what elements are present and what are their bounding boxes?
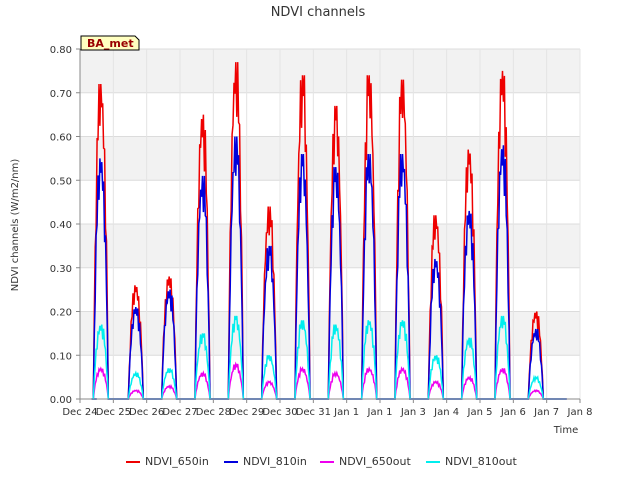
legend-label-NDVI_810out: NDVI_810out [445, 455, 517, 468]
x-tick-label: Jan 8 [567, 407, 593, 418]
annotation-box [80, 35, 140, 51]
y-axis-label: NDVI channels (W/m2/nm) [10, 159, 21, 292]
y-tick-label: 0.80 [50, 45, 72, 56]
y-tick-label: 0.60 [50, 133, 72, 144]
legend-label-NDVI_810in: NDVI_810in [243, 455, 307, 468]
x-tick-label: Jan 4 [433, 407, 459, 418]
x-tick-label: Jan 1 [333, 407, 359, 418]
x-tick-label: Jan 5 [467, 407, 493, 418]
y-tick-label: 0.30 [50, 264, 72, 275]
legend-label-NDVI_650in: NDVI_650in [145, 455, 209, 468]
y-ticks: 0.00 0.10 0.20 0.30 0.40 0.50 0.60 0.70 0.80 [50, 45, 80, 406]
y-tick-label: 0.20 [50, 308, 72, 319]
x-axis-label: Time [553, 425, 578, 436]
x-tick-label: Jan 1 [367, 407, 393, 418]
x-tick-label: Jan 3 [400, 407, 426, 418]
background-band [80, 49, 580, 93]
x-tick-label: Dec 30 [262, 407, 297, 418]
legend: NDVI_650in NDVI_810in NDVI_650out NDVI_810o… [126, 455, 517, 468]
x-tick-label: Dec 24 [62, 407, 97, 418]
x-tick-label: Jan 6 [500, 407, 526, 418]
y-tick-label: 0.40 [50, 220, 72, 231]
x-tick-label: Jan 7 [533, 407, 559, 418]
x-tick-label: Dec 25 [96, 407, 131, 418]
x-tick-label: Dec 29 [229, 407, 264, 418]
y-tick-label: 0.50 [50, 176, 72, 187]
annotation-text: BA_met [87, 37, 134, 50]
x-tick-label: Dec 26 [129, 407, 164, 418]
background-band [80, 136, 580, 181]
y-tick-label: 0.10 [50, 351, 72, 362]
x-tick-label: Dec 31 [296, 407, 331, 418]
y-tick-label: 0.70 [50, 89, 72, 100]
legend-label-NDVI_650out: NDVI_650out [339, 455, 411, 468]
y-tick-label: 0.00 [50, 395, 72, 406]
x-tick-label: Dec 28 [196, 407, 231, 418]
annotation-badge: BA_met [80, 35, 140, 51]
chart-title: NDVI channels [271, 5, 366, 20]
x-tick-label: Dec 27 [162, 407, 197, 418]
